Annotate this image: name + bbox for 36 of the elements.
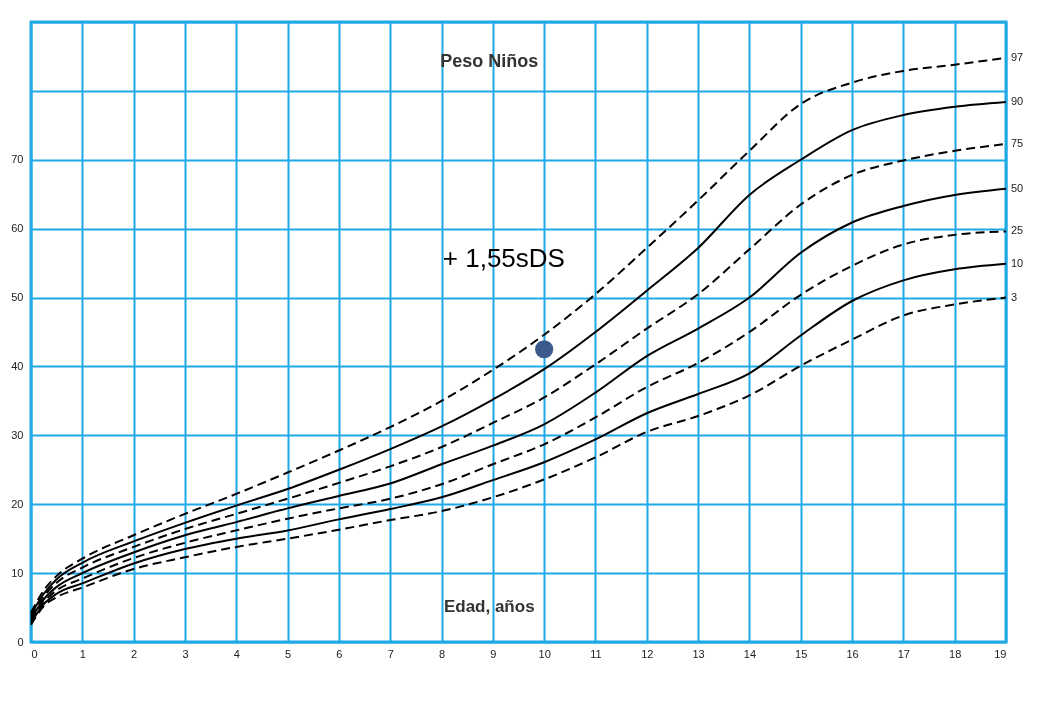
x-tick-label: 19	[994, 647, 1007, 660]
x-axis-title: Edad, años	[443, 597, 535, 616]
y-tick-label: 60	[11, 222, 24, 235]
x-tick-label: 3	[182, 647, 189, 660]
series-label: 97	[1011, 50, 1024, 63]
x-tick-label: 13	[692, 647, 705, 660]
x-tick-label: 15	[795, 647, 808, 660]
x-tick-label: 8	[438, 647, 446, 660]
y-tick-label: 10	[11, 566, 24, 579]
y-tick-label: 50	[11, 291, 24, 304]
y-tick-label: 30	[11, 428, 24, 441]
x-tick-label: 10	[538, 647, 551, 660]
y-tick-label: 70	[11, 153, 24, 166]
x-tick-label: 0	[31, 647, 38, 660]
x-tick-label: 2	[131, 647, 138, 660]
x-tick-label: 17	[897, 647, 910, 660]
y-tick-label: 40	[11, 359, 24, 372]
x-tick-label: 5	[285, 647, 292, 660]
y-tick-label: 20	[11, 497, 24, 510]
x-tick-label: 14	[743, 647, 757, 660]
x-tick-label: 11	[590, 647, 602, 660]
series-label: 75	[1011, 136, 1024, 149]
x-tick-label: 16	[846, 647, 859, 660]
y-tick-label: 0	[17, 635, 24, 648]
series-label: 90	[1011, 94, 1024, 107]
series-label: 50	[1011, 181, 1024, 194]
x-tick-label: 9	[490, 647, 497, 660]
x-tick-label: 1	[79, 647, 86, 660]
x-tick-label: 6	[336, 647, 343, 660]
x-tick-label: 18	[949, 647, 962, 660]
x-tick-label: 4	[233, 647, 240, 660]
x-tick-label: 7	[387, 647, 394, 660]
series-label: 3	[1011, 290, 1018, 303]
x-tick-label: 12	[641, 647, 654, 660]
series-label: 25	[1011, 224, 1024, 237]
series-label: 10	[1011, 256, 1024, 269]
